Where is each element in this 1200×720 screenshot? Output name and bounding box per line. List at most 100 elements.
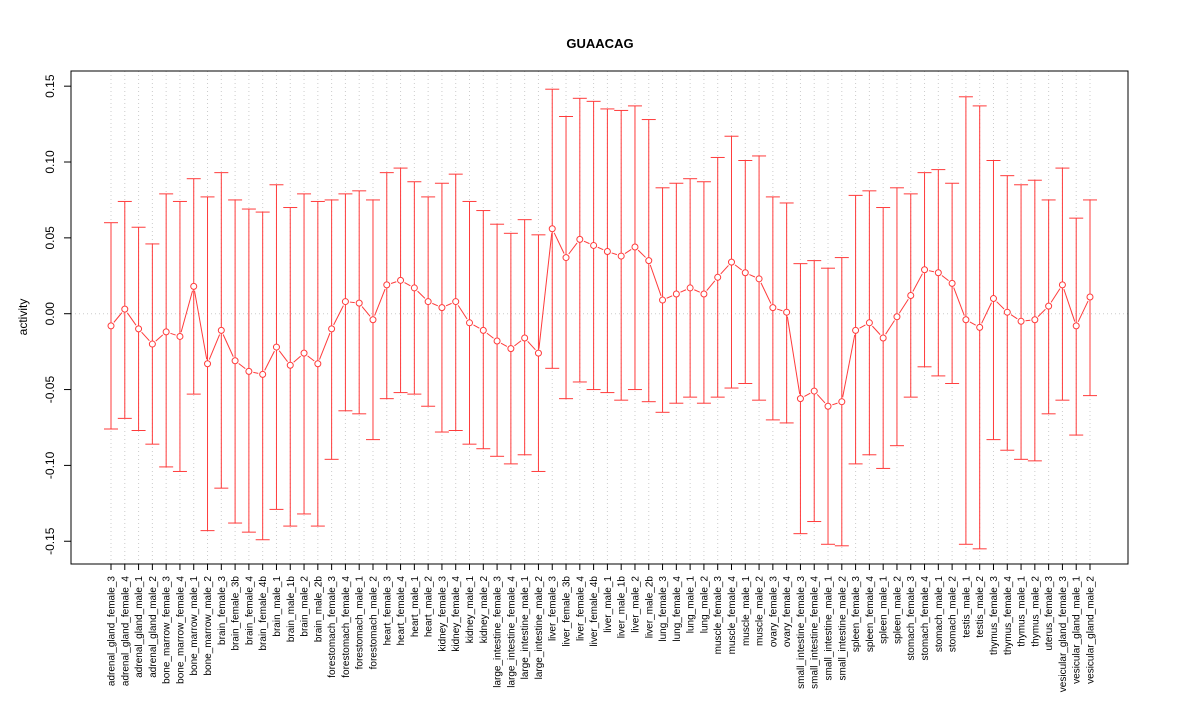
x-tick-label: heart_male_2: [424, 576, 435, 638]
data-point: [921, 266, 929, 274]
x-tick-label: lung_male_1: [686, 576, 697, 634]
series-line-segment: [1050, 288, 1061, 303]
series-line-segment: [473, 324, 480, 329]
data-point: [259, 370, 267, 378]
x-tick-label: lung_male_2: [699, 576, 710, 634]
series-line-segment: [832, 402, 838, 406]
series-line-segment: [611, 252, 618, 256]
y-tick-label: -0.05: [43, 376, 57, 404]
data-point: [507, 345, 515, 353]
data-point: [286, 361, 294, 369]
data-point: [631, 243, 639, 251]
x-tick-label: spleen_female_4: [865, 576, 876, 653]
series-line-segment: [804, 392, 811, 397]
data-point: [989, 295, 997, 303]
x-tick-label: kidney_female_4: [451, 576, 462, 652]
x-tick-label: brain_male_1b: [286, 576, 297, 643]
series-line-segment: [293, 355, 301, 363]
data-point: [452, 298, 460, 306]
data-point: [176, 332, 184, 340]
x-tick-label: thymus_female_3: [989, 576, 1000, 655]
series-line-segment: [390, 281, 397, 284]
series-line-segment: [885, 320, 895, 335]
series-line-segment: [1010, 314, 1018, 320]
series-line-segment: [486, 332, 494, 339]
x-tick-label: spleen_female_3: [851, 576, 862, 653]
x-tick-label: forestomach_female_4: [341, 576, 352, 678]
x-tick-label: stomach_male_2: [948, 576, 959, 653]
data-point: [466, 319, 474, 327]
data-point: [879, 334, 887, 342]
data-point: [893, 313, 901, 321]
x-tick-label: ovary_female_4: [782, 576, 793, 648]
series-line-segment: [981, 302, 992, 324]
series-line-segment: [760, 282, 772, 304]
y-tick-label: 0.05: [43, 226, 57, 250]
data-point: [810, 387, 818, 395]
y-tick-label: 0.00: [43, 302, 57, 326]
x-tick-label: large_intestine_male_1: [520, 576, 531, 680]
x-tick-label: heart_female_4: [396, 576, 407, 646]
data-point: [548, 225, 556, 233]
data-point: [907, 292, 915, 300]
series-line-segment: [749, 274, 756, 278]
series-line-segment: [872, 325, 881, 335]
data-point: [686, 284, 694, 292]
series-line-segment: [253, 371, 259, 374]
data-point: [603, 248, 611, 256]
x-tick-label: heart_male_1: [410, 576, 421, 638]
series-line-segment: [583, 240, 590, 245]
x-tick-label: forestomach_male_2: [368, 576, 379, 670]
series-line-segment: [842, 334, 856, 398]
x-tick-label: liver_female_4b: [589, 576, 600, 647]
line-layer: [113, 232, 1089, 406]
series-line-segment: [786, 316, 801, 395]
x-tick-label: large_intestine_male_2: [534, 576, 545, 680]
series-line-segment: [996, 301, 1005, 310]
data-point: [272, 343, 280, 351]
data-point: [355, 299, 363, 307]
series-line-segment: [432, 302, 439, 307]
series-line-segment: [404, 282, 411, 287]
x-tick-label: adrenal_gland_male_1: [134, 576, 145, 678]
data-point: [410, 284, 418, 292]
x-tick-label: adrenal_gland_female_4: [120, 576, 131, 687]
series-line-segment: [898, 299, 909, 314]
series-line-segment: [113, 312, 123, 323]
x-tick-label: ovary_female_3: [768, 576, 779, 648]
x-tick-label: adrenal_gland_male_2: [148, 576, 159, 678]
series-line-segment: [637, 249, 646, 258]
data-point: [424, 298, 432, 306]
data-point: [190, 282, 198, 290]
series-line-segment: [1077, 300, 1089, 322]
chart-title: GUAACAG: [566, 36, 633, 51]
series-line-segment: [264, 350, 275, 371]
data-point: [493, 337, 501, 345]
data-point: [107, 322, 115, 330]
data-point: [121, 305, 129, 313]
x-tick-label: small_intestine_male_2: [837, 576, 848, 681]
x-tick-label: bone_marrow_female_3: [162, 576, 173, 684]
series-line-segment: [912, 273, 923, 292]
x-tick-label: small_intestine_male_1: [824, 576, 835, 681]
x-tick-label: muscle_male_1: [741, 576, 752, 646]
series-line-segment: [553, 232, 565, 254]
series-line-segment: [417, 290, 426, 299]
data-point: [700, 290, 708, 298]
series-line-segment: [307, 355, 315, 362]
data-point: [1072, 322, 1080, 330]
data-point: [438, 304, 446, 312]
x-tick-label: brain_female_3: [217, 576, 228, 645]
data-point: [231, 357, 239, 365]
x-tick-label: liver_male_1: [603, 576, 614, 633]
x-tick-label: uterus_female_3: [1044, 576, 1055, 651]
x-tick-label: thymus_male_2: [1030, 576, 1041, 647]
data-point: [796, 395, 804, 403]
series-line-segment: [374, 288, 386, 316]
x-tick-label: muscle_female_4: [727, 576, 738, 655]
x-tick-label: kidney_female_3: [437, 576, 448, 652]
data-point: [590, 241, 598, 249]
data-point: [727, 258, 735, 266]
y-tick-label: -0.10: [43, 451, 57, 479]
